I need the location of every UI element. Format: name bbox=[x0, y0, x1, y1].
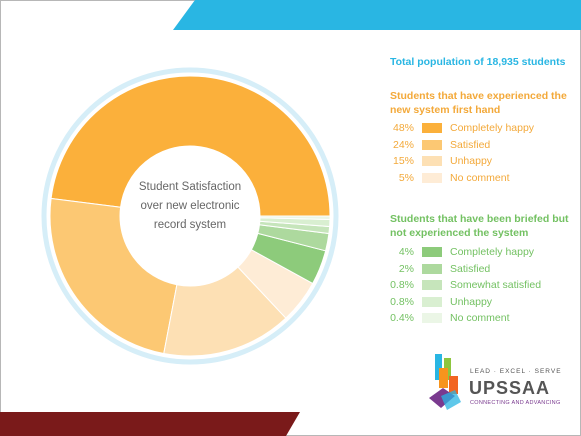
logo-name: UPSSAA bbox=[469, 378, 551, 398]
legend-label: Unhappy bbox=[450, 155, 493, 167]
legend-swatch bbox=[422, 280, 442, 290]
legend-row: 4% Completely happy bbox=[380, 245, 534, 259]
legend-label: Unhappy bbox=[450, 295, 493, 308]
legend-percent: 15% bbox=[392, 155, 414, 167]
legend-swatch bbox=[422, 263, 442, 274]
legend-percent: 0.4% bbox=[390, 312, 414, 324]
legend-percent: 4% bbox=[398, 246, 414, 258]
legend-row: 0.4% No comment bbox=[380, 311, 510, 325]
legend-label: Completely happy bbox=[450, 246, 535, 258]
legend-swatch bbox=[422, 247, 442, 257]
logo-mark-icon bbox=[429, 354, 461, 410]
legend-swatch bbox=[422, 139, 442, 150]
legend-percent: 24% bbox=[392, 138, 414, 151]
legend-percent: 5% bbox=[398, 171, 414, 184]
logo-subtitle: CONNECTING AND ADVANCING bbox=[470, 400, 561, 406]
donut-hole bbox=[120, 146, 260, 286]
legend-swatch bbox=[422, 123, 442, 133]
legend-row: 15% Unhappy bbox=[380, 154, 492, 168]
legend-row: 0.8% Unhappy bbox=[380, 295, 492, 309]
group-title-briefed: Students that have been briefed but not … bbox=[390, 213, 569, 239]
legend-label: No comment bbox=[450, 312, 510, 324]
legend-percent: 48% bbox=[392, 122, 414, 134]
legend-percent: 0.8% bbox=[390, 295, 414, 308]
legend-swatch bbox=[422, 313, 442, 323]
chart-center-label: Student Satisfaction over new electronic… bbox=[120, 178, 260, 235]
legend-swatch bbox=[422, 172, 442, 183]
legend-label: Completely happy bbox=[450, 122, 535, 134]
legend-row: 0.8% Somewhat satisfied bbox=[380, 278, 541, 292]
legend-swatch bbox=[422, 296, 442, 307]
group-title-experienced: Students that have experienced the new s… bbox=[390, 90, 567, 116]
legend-label: No comment bbox=[450, 171, 510, 184]
logo-tagline: LEAD · EXCEL · SERVE bbox=[470, 368, 562, 375]
legend-label: Satisfied bbox=[450, 138, 491, 151]
legend-swatch bbox=[422, 156, 442, 166]
bottom-accent-band bbox=[0, 412, 300, 436]
legend-percent: 2% bbox=[398, 262, 414, 275]
donut-outer-ring bbox=[41, 67, 339, 365]
total-population-label: Total population of 18,935 students bbox=[390, 56, 566, 68]
satisfaction-donut-chart bbox=[41, 67, 339, 365]
upssaa-logo: LEAD · EXCEL · SERVE UPSSAA CONNECTING A… bbox=[425, 352, 575, 412]
legend-row: 48% Completely happy bbox=[380, 121, 534, 135]
legend-label: Somewhat satisfied bbox=[450, 279, 542, 291]
legend-row: 2% Satisfied bbox=[380, 262, 490, 276]
legend-row: 5% No comment bbox=[380, 171, 510, 185]
center-label-line-2: over new electronic bbox=[140, 200, 240, 212]
legend-row: 24% Satisfied bbox=[380, 138, 490, 152]
top-accent-band bbox=[173, 0, 581, 30]
legend-label: Satisfied bbox=[450, 262, 491, 275]
center-label-line-1: Student Satisfaction bbox=[138, 181, 242, 193]
center-label-line-3: record system bbox=[153, 219, 227, 231]
legend-percent: 0.8% bbox=[390, 279, 414, 291]
